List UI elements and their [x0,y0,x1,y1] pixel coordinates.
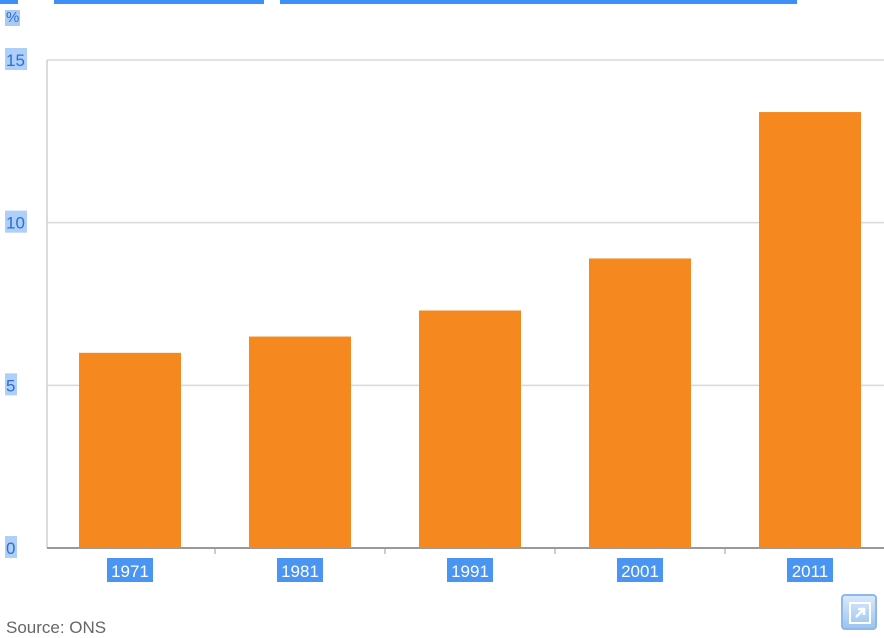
bar-2001 [589,258,691,548]
x-tick-highlight-2001 [617,558,663,582]
y-tick-label-15: 15 [6,51,25,70]
bar-1971 [79,352,181,548]
top-selection-bar-middle [54,0,264,4]
x-tick-label-1991: 1991 [451,562,489,581]
y-tick-label-10: 10 [6,214,25,233]
y-tick-highlight-0 [5,536,17,558]
x-tick-highlight-1971 [107,558,153,582]
x-tick-label-2001: 2001 [621,562,659,581]
top-selection-bar-left [0,0,18,4]
x-tick-label-1981: 1981 [281,562,319,581]
y-axis-unit-label: % [5,9,21,26]
source-note: Source: ONS [6,618,107,637]
bar-chart: 0 5 10 15 1971 1981 1991 2001 2011 [5,48,884,582]
expand-button[interactable] [841,594,877,630]
y-tick-highlight-10 [5,210,27,233]
x-tick-highlight-1981 [277,558,323,582]
y-tick-highlight-5 [5,373,17,396]
x-tick-label-1971: 1971 [111,562,149,581]
x-tick-highlight-2011 [787,558,833,582]
y-tick-highlight-15 [5,48,27,70]
x-tick-label-2011: 2011 [792,562,829,581]
y-tick-label-5: 5 [6,376,15,395]
bar-1981 [249,336,351,548]
y-tick-label-0: 0 [6,539,15,558]
x-tick-highlight-1991 [447,558,493,582]
bar-1991 [419,310,521,548]
expand-icon [849,602,871,624]
top-selection-bar-right [280,0,797,4]
bar-2011 [759,112,861,548]
